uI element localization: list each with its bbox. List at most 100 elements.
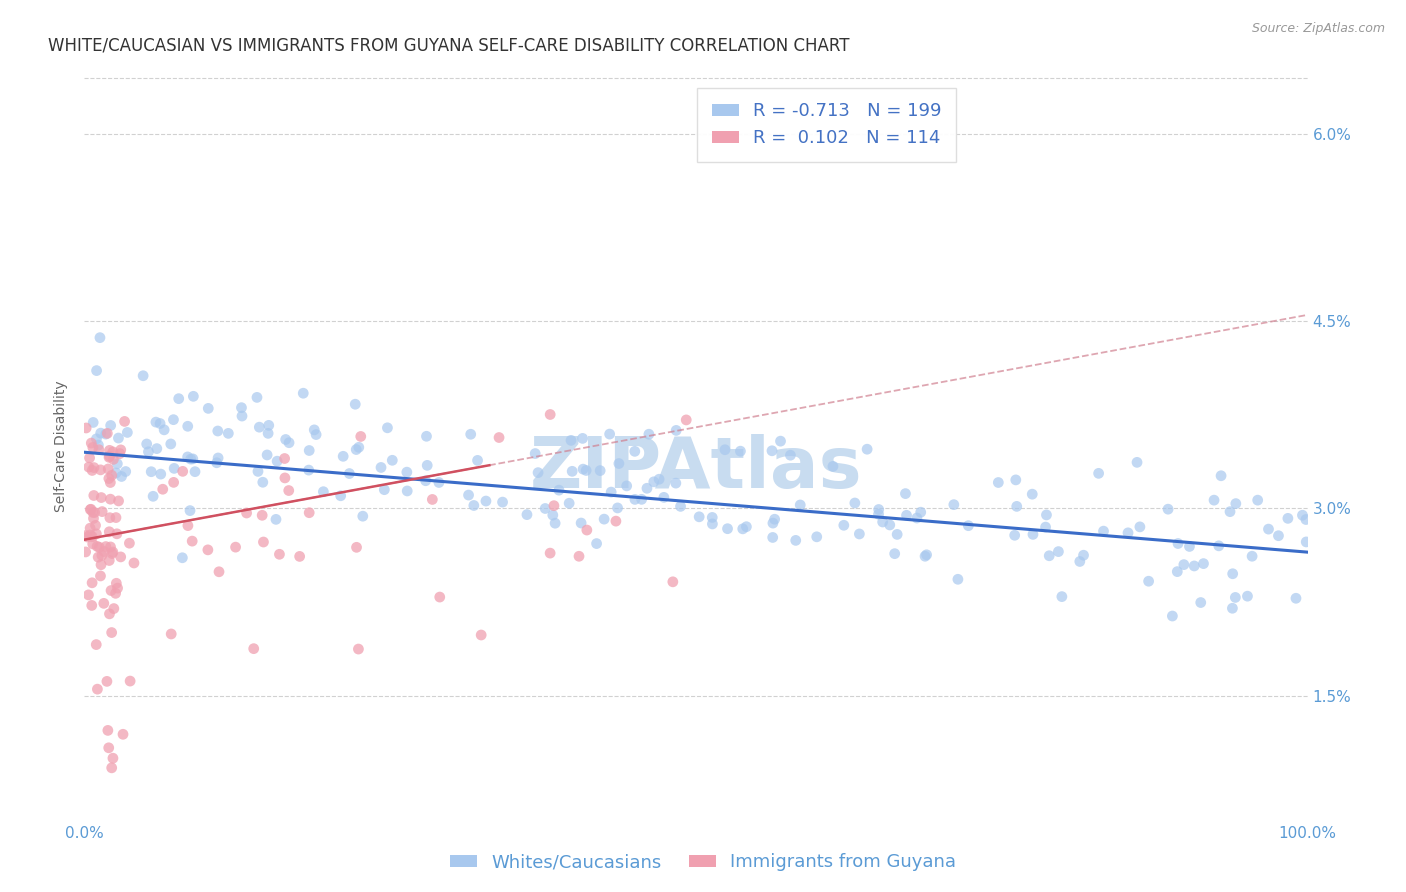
Point xyxy=(101,547,124,561)
Point xyxy=(90,491,112,505)
Point xyxy=(90,549,112,563)
Point xyxy=(77,460,100,475)
Point xyxy=(145,415,167,429)
Point xyxy=(769,434,792,449)
Text: Source: ZipAtlas.com: Source: ZipAtlas.com xyxy=(1251,22,1385,36)
Point xyxy=(105,576,128,591)
Point xyxy=(1021,487,1043,501)
Point xyxy=(714,442,737,457)
Point xyxy=(731,522,754,536)
Point xyxy=(373,483,395,497)
Point xyxy=(789,498,811,512)
Point xyxy=(623,444,645,458)
Point xyxy=(491,495,513,509)
Point xyxy=(93,544,115,558)
Point xyxy=(100,761,122,775)
Point xyxy=(94,540,117,554)
Point xyxy=(207,424,229,438)
Point xyxy=(264,512,287,526)
Point xyxy=(162,475,184,490)
Point xyxy=(87,438,110,452)
Point xyxy=(1189,595,1212,609)
Point xyxy=(1225,497,1247,511)
Point xyxy=(730,444,752,458)
Point xyxy=(1208,539,1230,553)
Point xyxy=(1257,522,1279,536)
Point xyxy=(83,506,105,520)
Point xyxy=(167,392,190,406)
Point xyxy=(208,565,231,579)
Point xyxy=(1285,591,1308,606)
Point xyxy=(665,476,688,491)
Point xyxy=(1050,590,1073,604)
Point xyxy=(856,442,879,457)
Point xyxy=(1277,511,1299,525)
Point xyxy=(946,572,969,586)
Point xyxy=(560,434,582,448)
Point xyxy=(605,514,627,528)
Point xyxy=(1202,493,1225,508)
Point xyxy=(269,547,291,561)
Point xyxy=(1267,529,1289,543)
Point xyxy=(1137,574,1160,589)
Point xyxy=(277,483,299,498)
Point xyxy=(117,425,139,440)
Point xyxy=(110,469,132,483)
Point xyxy=(779,448,801,462)
Point xyxy=(110,549,132,564)
Point xyxy=(86,432,108,446)
Point xyxy=(572,462,595,476)
Point xyxy=(305,427,328,442)
Point xyxy=(100,540,122,554)
Point xyxy=(332,450,354,464)
Point xyxy=(107,431,129,445)
Point xyxy=(298,506,321,520)
Point xyxy=(337,467,360,481)
Point xyxy=(162,412,184,426)
Point xyxy=(242,641,264,656)
Point xyxy=(235,506,257,520)
Point xyxy=(98,475,121,490)
Point xyxy=(197,401,219,416)
Point xyxy=(118,536,141,550)
Point xyxy=(716,522,738,536)
Point xyxy=(98,450,121,465)
Point xyxy=(1005,500,1028,514)
Point xyxy=(702,516,724,531)
Point xyxy=(457,488,479,502)
Point xyxy=(111,727,134,741)
Point xyxy=(763,512,786,526)
Point xyxy=(250,508,273,523)
Point xyxy=(558,496,581,510)
Point xyxy=(97,471,120,485)
Point xyxy=(132,368,155,383)
Point xyxy=(352,509,374,524)
Point xyxy=(138,444,160,458)
Point xyxy=(101,445,124,459)
Point xyxy=(883,547,905,561)
Point xyxy=(1247,493,1270,508)
Point xyxy=(1047,544,1070,558)
Point xyxy=(231,409,253,423)
Point xyxy=(600,485,623,500)
Point xyxy=(470,628,492,642)
Point xyxy=(312,484,335,499)
Point xyxy=(100,583,122,598)
Point xyxy=(266,454,288,468)
Point xyxy=(350,429,373,443)
Point xyxy=(225,540,247,554)
Point xyxy=(1219,505,1241,519)
Point xyxy=(172,464,194,478)
Point xyxy=(1225,591,1247,605)
Point xyxy=(105,466,128,480)
Point xyxy=(90,426,112,441)
Point xyxy=(103,452,125,467)
Point xyxy=(467,453,489,467)
Point xyxy=(246,464,269,478)
Point xyxy=(415,429,437,443)
Point xyxy=(98,553,121,567)
Point xyxy=(101,545,124,559)
Point xyxy=(534,501,557,516)
Point xyxy=(347,642,370,657)
Point xyxy=(616,479,638,493)
